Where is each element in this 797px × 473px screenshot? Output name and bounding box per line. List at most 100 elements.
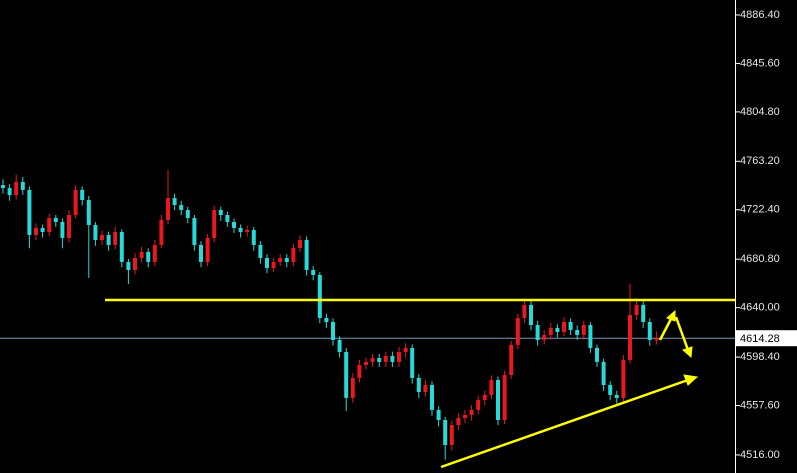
candle-body: [159, 219, 164, 245]
candle-body: [324, 317, 329, 323]
candle-body: [86, 200, 91, 225]
y-tick-label: 4557.60: [740, 399, 780, 411]
candle-body: [575, 329, 580, 335]
candle-body: [529, 304, 533, 325]
candle-body: [496, 379, 500, 421]
candle-body: [456, 418, 461, 426]
candle-body: [614, 394, 619, 398]
candle-body: [423, 384, 428, 392]
candle-body: [100, 234, 104, 240]
candle-body: [509, 344, 514, 376]
arrow-head: [666, 309, 676, 322]
candle-body: [317, 274, 322, 318]
price-tag-label: 4614.28: [740, 333, 780, 345]
candle-body: [284, 258, 289, 262]
candle-body: [390, 355, 395, 362]
candle-body: [238, 227, 243, 232]
candle-body: [364, 361, 368, 366]
candle-body: [47, 217, 52, 232]
candle-body: [113, 231, 118, 245]
candle-body: [350, 377, 355, 398]
candle-body: [119, 231, 124, 262]
candle-body: [212, 210, 217, 238]
y-tick-label: 4722.40: [740, 204, 780, 216]
candle-body: [608, 384, 613, 395]
candle-body: [205, 237, 210, 262]
candle-body: [67, 215, 71, 238]
candle-body: [291, 248, 296, 262]
arrow-head: [683, 374, 699, 386]
candle-body: [53, 217, 58, 223]
candle-body: [357, 365, 362, 378]
candle-body: [304, 239, 309, 270]
arrow-down: [674, 316, 690, 351]
candle-body: [548, 327, 553, 335]
candle-body: [628, 315, 632, 360]
candle-body: [192, 217, 197, 245]
candle-body: [489, 379, 494, 395]
candle-body: [344, 351, 349, 398]
candle-body: [146, 251, 151, 262]
candle-body: [522, 304, 527, 318]
candle-body: [166, 198, 170, 220]
candle-body: [542, 334, 547, 340]
candle-body: [152, 244, 157, 262]
candle-body: [449, 425, 454, 445]
y-tick-label: 4804.80: [740, 106, 780, 118]
candle-body: [641, 304, 646, 323]
arrow-head: [682, 346, 693, 359]
candle-body: [14, 181, 19, 196]
candle-body: [515, 317, 520, 345]
candle-body: [311, 269, 316, 275]
candle-body: [383, 355, 388, 362]
y-tick-label: 4598.40: [740, 351, 780, 363]
candle-body: [73, 189, 78, 215]
y-tick-label: 4680.80: [740, 253, 780, 265]
candle-body: [278, 258, 283, 262]
candle-body: [1, 185, 5, 189]
candle-body: [482, 394, 487, 400]
candle-body: [271, 261, 276, 268]
candle-body: [443, 420, 448, 445]
candle-body: [7, 188, 12, 196]
candle-body: [337, 339, 342, 352]
candle-body: [634, 304, 639, 316]
candle-body: [80, 189, 85, 201]
candle-body: [265, 258, 269, 268]
candle-body: [469, 409, 474, 415]
candle-body: [647, 322, 652, 340]
trend-line: [440, 378, 689, 469]
candle-body: [370, 358, 375, 362]
candle-body: [463, 414, 467, 419]
candle-body: [133, 258, 137, 270]
candle-body: [258, 244, 263, 258]
candle-body: [232, 222, 236, 228]
candle-body: [535, 324, 540, 340]
candle-body: [60, 222, 65, 238]
candle-body: [416, 377, 421, 392]
candle-body: [502, 375, 507, 421]
candle-body: [34, 227, 38, 235]
candle-body: [106, 234, 111, 245]
candle-body: [185, 210, 190, 218]
candle-body: [436, 409, 441, 421]
candle-body: [430, 384, 434, 410]
y-tick-label: 4845.60: [740, 57, 780, 69]
y-tick-label: 4516.00: [740, 449, 780, 461]
candle-body: [595, 347, 599, 362]
candle-body: [298, 239, 302, 249]
arrow-up: [658, 316, 674, 341]
price-tag: [736, 330, 797, 347]
y-tick-label: 4763.20: [740, 155, 780, 167]
candle-body: [562, 322, 566, 333]
candle-body: [654, 338, 659, 340]
candle-body: [581, 324, 586, 335]
candle-body: [199, 244, 203, 262]
y-tick-label: 4886.40: [740, 9, 780, 21]
candle-body: [139, 251, 144, 258]
candle-body: [403, 347, 408, 352]
candle-body: [555, 327, 560, 333]
candle-body: [568, 322, 573, 330]
